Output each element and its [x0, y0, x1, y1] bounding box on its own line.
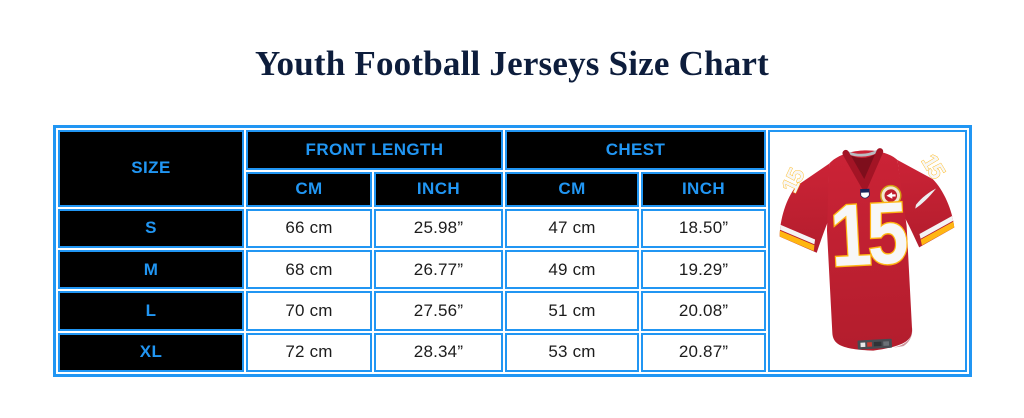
size-label: S	[58, 208, 244, 248]
size-label: M	[58, 249, 244, 290]
unit-header-chest-cm: CM	[505, 172, 640, 207]
unit-header-front-cm: CM	[246, 172, 372, 207]
front-length-cm: 66 cm	[246, 208, 372, 248]
size-row-m: M 68 cm 26.77” 49 cm 19.29”	[58, 249, 967, 290]
col-header-size: SIZE	[58, 130, 244, 207]
front-length-cm: 72 cm	[246, 332, 372, 372]
jock-tag	[857, 338, 892, 350]
unit-header-front-inch: INCH	[374, 172, 504, 207]
front-length-inch: 28.34”	[374, 332, 504, 372]
size-label: XL	[58, 332, 244, 372]
size-row-xl: XL 72 cm 28.34” 53 cm 20.87”	[58, 332, 967, 372]
chest-inch: 20.87”	[641, 332, 767, 372]
front-length-cm: 68 cm	[246, 249, 372, 290]
size-label: L	[58, 291, 244, 331]
chest-cm: 49 cm	[505, 249, 640, 290]
col-header-front-length: FRONT LENGTH	[246, 130, 504, 171]
page-title: Youth Football Jerseys Size Chart	[254, 44, 770, 83]
size-chart-table: SIZE FRONT LENGTH CHEST	[53, 125, 972, 377]
size-row-l: L 70 cm 27.56” 51 cm 20.08”	[58, 291, 967, 331]
chest-cm: 51 cm	[505, 291, 640, 331]
collar-inner	[849, 153, 876, 181]
front-length-inch: 27.56”	[374, 291, 504, 331]
jersey-product-image: 15 15 15	[768, 130, 967, 372]
nfl-shield-icon	[859, 188, 870, 199]
chiefs-patch-icon	[879, 184, 902, 207]
chest-inch: 18.50”	[641, 208, 767, 248]
front-length-cm: 70 cm	[246, 291, 372, 331]
front-length-inch: 25.98”	[374, 208, 504, 248]
nike-swoosh-icon	[914, 188, 936, 209]
collar-back-trim	[846, 149, 879, 157]
size-row-s: S 66 cm 25.98” 47 cm 18.50”	[58, 208, 967, 248]
football-jersey-illustration: 15 15 15	[775, 148, 955, 351]
col-header-chest: CHEST	[505, 130, 767, 171]
v-neck-trim	[841, 148, 883, 190]
front-length-inch: 26.77”	[374, 249, 504, 290]
chest-cm: 53 cm	[505, 332, 640, 372]
chest-inch: 20.08”	[641, 291, 767, 331]
chest-inch: 19.29”	[641, 249, 767, 290]
unit-header-chest-inch: INCH	[641, 172, 767, 207]
chest-cm: 47 cm	[505, 208, 640, 248]
jersey-number: 15	[827, 184, 908, 285]
